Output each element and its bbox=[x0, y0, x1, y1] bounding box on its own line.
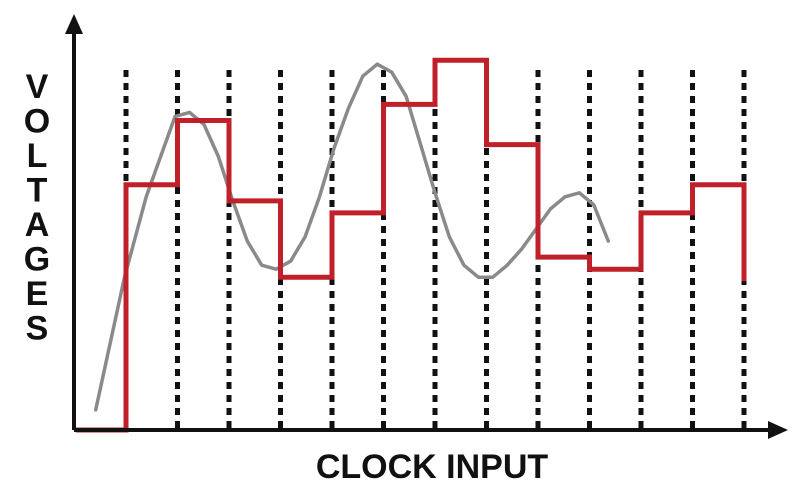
y-axis-label-letter: O bbox=[24, 103, 50, 141]
x-axis-arrowhead bbox=[768, 421, 788, 439]
sampled-step-signal bbox=[76, 57, 747, 433]
y-axis-arrowhead bbox=[65, 14, 83, 34]
y-axis-label-letter: T bbox=[27, 172, 48, 210]
y-axis-label-letter: V bbox=[26, 68, 49, 106]
y-axis-label-letter: L bbox=[27, 137, 48, 175]
x-axis-label: CLOCK INPUT bbox=[316, 448, 549, 486]
y-axis-label-letter: E bbox=[26, 275, 49, 313]
axes bbox=[65, 14, 788, 439]
y-axis-label-letter: S bbox=[26, 310, 49, 348]
y-axis-label-letter: G bbox=[24, 241, 50, 279]
y-axis-label-letter: A bbox=[25, 206, 50, 244]
